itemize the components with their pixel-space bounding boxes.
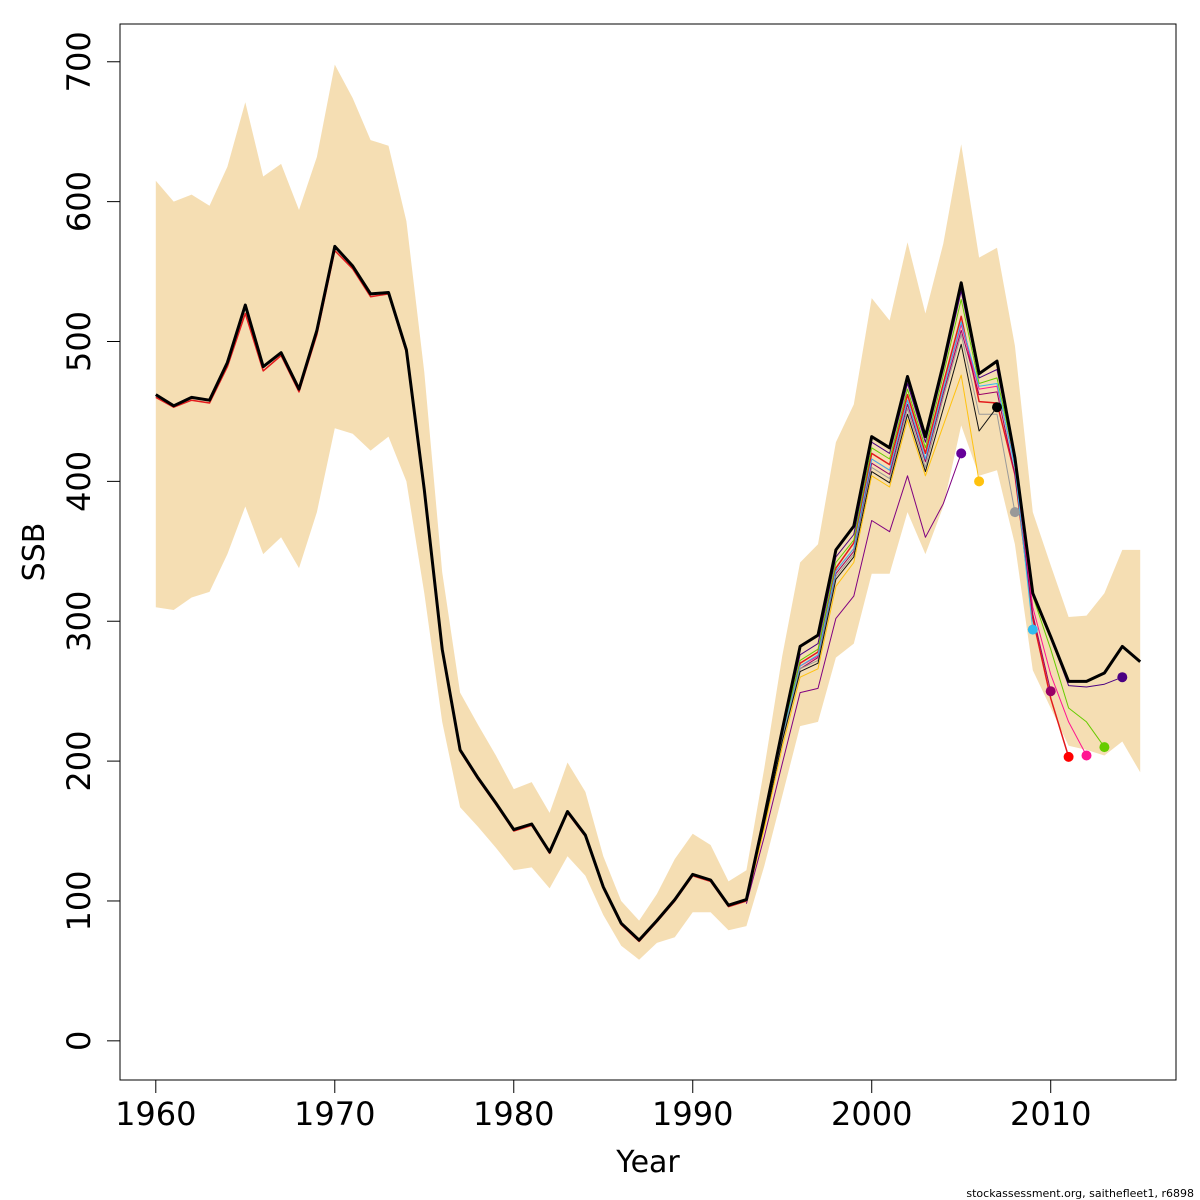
- endpoint-2010: [1045, 686, 1056, 697]
- x-tick-label-1990: 1990: [652, 1095, 733, 1133]
- series-line-9: [745, 374, 980, 903]
- endpoint-2005: [956, 448, 967, 459]
- endpoint-layer: [956, 402, 1128, 762]
- x-axis-title: Year: [615, 1145, 680, 1180]
- series-line-8: [745, 343, 998, 903]
- series-line-6: [745, 321, 1034, 902]
- endpoint-2008: [1009, 507, 1020, 518]
- endpoint-2011: [1063, 751, 1074, 762]
- endpoint-2007: [992, 402, 1002, 413]
- x-tick-label-1960: 1960: [115, 1095, 196, 1133]
- y-tick-label-700: 700: [60, 31, 98, 92]
- series-line-7: [745, 334, 1016, 902]
- footnote: stockassessment.org, saithefleet1, r6898: [966, 1187, 1194, 1200]
- x-tick-label-2010: 2010: [1010, 1095, 1091, 1133]
- x-tick-label-1970: 1970: [294, 1095, 375, 1133]
- series-layer: [155, 244, 1142, 943]
- y-tick-label-600: 600: [60, 171, 98, 232]
- endpoint-2006: [974, 476, 985, 487]
- y-tick-label-400: 400: [60, 451, 98, 512]
- endpoint-2009: [1027, 624, 1038, 635]
- x-axis: 1960 1970 1980 1990 2000 2010: [115, 1079, 1091, 1133]
- x-tick-label-1980: 1980: [473, 1095, 554, 1133]
- endpoint-2014: [1117, 672, 1128, 683]
- y-axis: 0 100 200 300 400 500 600 700: [60, 31, 121, 1051]
- y-tick-label-300: 300: [60, 591, 98, 652]
- x-tick-label-2000: 2000: [831, 1095, 912, 1133]
- confidence-band: [155, 64, 1141, 960]
- y-tick-label-500: 500: [60, 311, 98, 372]
- series-line-3: [745, 299, 1105, 902]
- endpoint-2012: [1081, 750, 1092, 761]
- y-tick-label-200: 200: [60, 731, 98, 792]
- series-line-10: [745, 453, 962, 904]
- confidence-band-layer: [155, 64, 1141, 960]
- series-line-main: [155, 244, 1142, 942]
- y-axis-title: SSB: [17, 523, 52, 582]
- y-tick-label-100: 100: [60, 870, 98, 931]
- endpoint-2013: [1099, 742, 1110, 753]
- y-tick-label-0: 0: [60, 1031, 98, 1051]
